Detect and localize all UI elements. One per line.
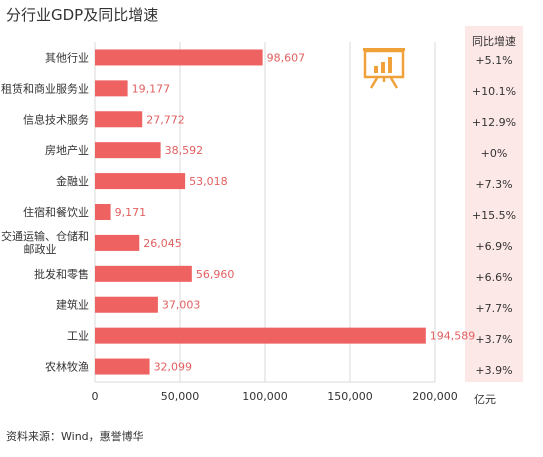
category-label: 农林牧渔 (45, 360, 89, 374)
bar (95, 49, 263, 66)
growth-value: +7.7% (475, 301, 513, 315)
category-labels: 其他行业租赁和商业服务业信息技术服务房地产业金融业住宿和餐饮业交通运输、仓储和邮… (1, 51, 89, 373)
x-tick-label: 0 (92, 390, 99, 403)
grid-lines (94, 42, 436, 383)
bar (95, 296, 158, 313)
bar (95, 234, 140, 251)
x-tick-labels: 0 50,000 100,000 150,000 200,000 (92, 390, 458, 403)
value-label: 38,592 (165, 144, 204, 157)
bar (95, 80, 128, 97)
value-labels: 98,607 19,177 27,772 38,592 53,018 9,171 26,04… (115, 51, 476, 373)
value-label: 98,607 (267, 51, 306, 64)
bar (95, 111, 143, 128)
bar (95, 327, 426, 344)
growth-value: +5.1% (475, 54, 513, 68)
growth-value: +12.9% (471, 116, 517, 130)
bar (95, 358, 150, 375)
value-label: 26,045 (143, 237, 182, 250)
value-label: 27,772 (146, 113, 185, 126)
value-label: 194,589 (430, 330, 476, 343)
growth-value: +0% (480, 147, 508, 161)
source-note: 资料来源：Wind，惠誉博华 (6, 430, 144, 443)
value-label: 9,171 (115, 206, 147, 219)
x-tick-label: 150,000 (327, 390, 373, 403)
category-label: 住宿和餐饮业 (23, 205, 89, 219)
category-label: 房地产业 (45, 143, 89, 157)
bar (95, 204, 111, 220)
presentation-chart-icon (363, 48, 405, 89)
category-label: 批发和零售 (34, 267, 89, 281)
category-label: 租赁和商业服务业 (1, 81, 89, 95)
category-label: 交通运输、仓储和邮政业 (1, 229, 89, 256)
category-label: 工业 (67, 330, 89, 343)
x-tick-label: 50,000 (161, 390, 200, 403)
bar (95, 265, 192, 282)
category-label: 建筑业 (56, 298, 89, 312)
value-label: 32,099 (154, 361, 193, 374)
growth-value: +3.7% (475, 332, 513, 346)
category-label: 金融业 (56, 174, 89, 188)
growth-header: 同比增速 (472, 35, 516, 48)
bars (95, 49, 426, 375)
x-axis-unit: 亿元 (474, 393, 496, 406)
bar (95, 173, 186, 190)
category-label: 其他行业 (45, 51, 89, 64)
bar (95, 142, 161, 159)
x-tick-label: 200,000 (412, 390, 458, 403)
value-label: 53,018 (189, 175, 228, 188)
x-tick-label: 100,000 (242, 390, 288, 403)
growth-value: +6.9% (475, 239, 513, 253)
growth-value: +3.9% (475, 363, 513, 377)
growth-panel (465, 26, 523, 382)
value-label: 56,960 (196, 268, 235, 281)
category-label: 信息技术服务 (23, 112, 89, 126)
growth-value: +15.5% (471, 209, 517, 222)
growth-value: +7.3% (475, 178, 513, 192)
chart-title: 分行业GDP及同比增速 (6, 6, 159, 24)
value-label: 37,003 (162, 299, 201, 312)
value-label: 19,177 (132, 82, 171, 95)
growth-value: +6.6% (475, 270, 513, 284)
growth-value: +10.1% (471, 85, 517, 99)
